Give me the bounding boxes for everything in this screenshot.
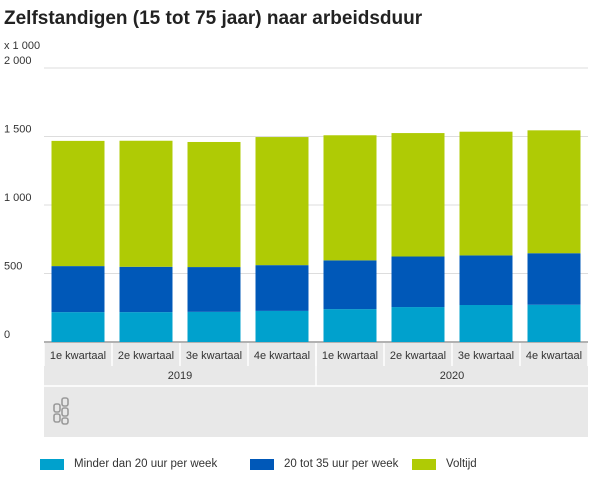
y-tick-label: 2 000	[4, 55, 32, 67]
x-category-label: 4e kwartaal	[254, 350, 310, 362]
bar-segment-1	[119, 312, 173, 342]
bar-segment-2	[323, 260, 377, 310]
x-category-label: 4e kwartaal	[526, 350, 582, 362]
legend-item: 20 tot 35 uur per week	[250, 458, 398, 470]
legend-swatch	[40, 458, 64, 470]
x-category-label: 3e kwartaal	[458, 350, 514, 362]
bar-segment-1	[391, 307, 445, 342]
legend-label: 20 tot 35 uur per week	[284, 458, 399, 470]
bar-segment-2	[119, 266, 173, 313]
x-category-label: 3e kwartaal	[186, 350, 242, 362]
bar-segment-1	[51, 312, 105, 342]
bar-segment-3	[119, 140, 173, 267]
x-category-label: 2e kwartaal	[390, 350, 446, 362]
bar-segment-1	[323, 309, 377, 342]
x-group-label: 2019	[168, 370, 192, 382]
bar-segment-1	[255, 310, 309, 342]
bar-segment-3	[391, 133, 445, 257]
x-group-label: 2020	[440, 370, 464, 382]
bar-segment-3	[255, 137, 309, 266]
bar-segment-3	[51, 140, 105, 267]
bar-segment-2	[527, 253, 581, 305]
legend-item: Voltijd	[412, 458, 477, 470]
bar-segment-2	[51, 266, 105, 313]
x-category-label: 2e kwartaal	[118, 350, 174, 362]
bar-segment-1	[459, 305, 513, 342]
x-category-label: 1e kwartaal	[50, 350, 106, 362]
bar-segment-2	[187, 267, 241, 312]
bar-segment-3	[323, 135, 377, 261]
y-tick-label: 0	[4, 329, 10, 341]
x-category-label: 1e kwartaal	[322, 350, 378, 362]
bar-segment-3	[187, 141, 241, 268]
chart-area: 0 500 1 000 1 500 2 000 1e kwartaal 2e kwartaa…	[4, 55, 589, 437]
y-tick-label: 1 000	[4, 192, 32, 204]
bar-segment-2	[391, 256, 445, 308]
legend-label: Minder dan 20 uur per week	[74, 458, 218, 470]
logo-icon	[53, 397, 69, 425]
legend-swatch	[412, 458, 436, 470]
legend-item: Minder dan 20 uur per week	[40, 458, 217, 470]
bar-segment-3	[459, 131, 513, 256]
bar-segment-1	[527, 304, 581, 342]
y-tick-label: 500	[4, 261, 22, 273]
bar-segment-2	[459, 255, 513, 306]
y-axis-unit: x 1 000	[4, 40, 41, 52]
chart-title: Zelfstandigen (15 tot 75 jaar) naar arbe…	[4, 8, 423, 29]
y-tick-label: 1 500	[4, 124, 32, 136]
legend-swatch	[250, 458, 274, 470]
bar-segment-1	[187, 311, 241, 342]
legend-label: Voltijd	[446, 458, 477, 470]
bar-segment-2	[255, 265, 309, 311]
bar-segment-3	[527, 130, 581, 254]
